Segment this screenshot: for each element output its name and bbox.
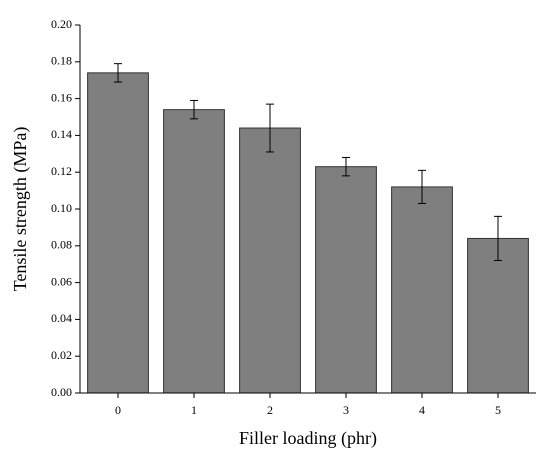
y-tick-label: 0.10 <box>51 201 72 215</box>
y-axis-title: Tensile strength (MPa) <box>10 127 31 292</box>
bar <box>315 166 377 394</box>
y-tick-label: 0.06 <box>51 274 72 288</box>
bar <box>467 237 529 394</box>
x-tick-label: 3 <box>343 403 349 417</box>
y-tick-label: 0.00 <box>51 385 72 399</box>
x-tick-label: 2 <box>267 403 273 417</box>
y-tick-label: 0.12 <box>51 164 72 178</box>
x-axis-title: Filler loading (phr) <box>239 428 377 449</box>
y-tick-label: 0.02 <box>51 348 72 362</box>
y-tick-label: 0.20 <box>51 17 72 31</box>
x-tick-label: 4 <box>419 403 425 417</box>
y-tick-label: 0.16 <box>51 90 72 104</box>
y-tick-label: 0.04 <box>51 311 72 325</box>
bar <box>391 186 453 394</box>
y-tick-label: 0.08 <box>51 238 72 252</box>
x-tick-label: 5 <box>495 403 501 417</box>
bar <box>163 109 225 394</box>
bar <box>87 72 149 394</box>
x-tick-label: 0 <box>115 403 121 417</box>
y-tick-label: 0.18 <box>51 54 72 68</box>
x-tick-label: 1 <box>191 403 197 417</box>
y-tick-label: 0.14 <box>51 127 72 141</box>
bar <box>239 127 301 394</box>
